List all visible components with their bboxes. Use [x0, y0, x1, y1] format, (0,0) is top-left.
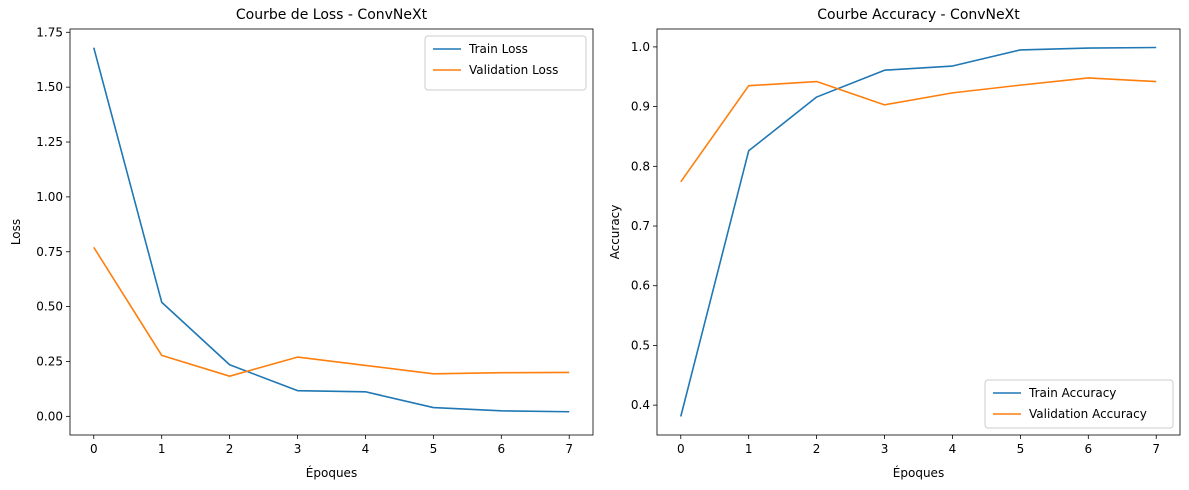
loss-legend-label-1: Validation Loss	[469, 63, 558, 77]
loss-x-tick-label: 1	[158, 442, 166, 456]
accuracy-y-tick-label: 0.4	[631, 398, 650, 412]
accuracy-x-tick-label: 6	[1084, 442, 1092, 456]
loss-y-axis-label: Loss	[9, 219, 23, 245]
loss-x-tick-label: 0	[90, 442, 98, 456]
accuracy-y-tick-label: 1.0	[631, 40, 650, 54]
loss-x-tick-label: 2	[226, 442, 234, 456]
loss-x-axis-label: Époques	[306, 465, 357, 480]
accuracy-x-tick-label: 5	[1017, 442, 1025, 456]
accuracy-y-tick-label: 0.7	[631, 219, 650, 233]
loss-series-line-0	[92, 47, 570, 413]
accuracy-x-tick-label: 3	[881, 442, 889, 456]
loss-axes-frame	[69, 28, 594, 436]
loss-legend: Train Loss Validation Loss	[424, 35, 587, 91]
accuracy-x-tick-label: 1	[745, 442, 753, 456]
accuracy-x-axis-label: Époques	[893, 465, 944, 480]
loss-series-line-1	[93, 246, 570, 377]
loss-y-tick-label: 1.75	[36, 25, 63, 39]
accuracy-chart-title: Courbe Accuracy - ConvNeXt	[817, 7, 1020, 23]
loss-x-tick-label: 4	[362, 442, 370, 456]
accuracy-x-tick-label: 7	[1152, 442, 1160, 456]
accuracy-y-tick-label: 0.6	[631, 279, 650, 293]
loss-x-tick-label: 7	[565, 442, 573, 456]
loss-x-tick-label: 6	[497, 442, 505, 456]
loss-y-tick-label: 0.25	[36, 354, 63, 368]
accuracy-series-line-0	[679, 46, 1157, 417]
accuracy-legend-label-0: Train Accuracy	[1028, 386, 1116, 400]
accuracy-y-tick-label: 0.5	[631, 338, 650, 352]
accuracy-x-tick-label: 2	[813, 442, 821, 456]
loss-y-tick-label: 1.50	[36, 80, 63, 94]
loss-y-tick-label: 0.00	[36, 409, 63, 423]
accuracy-x-tick-label: 0	[677, 442, 685, 456]
loss-chart-title: Courbe de Loss - ConvNeXt	[236, 7, 428, 23]
loss-chart-panel: 0 1 2 3 4 5 6 7 0.00 0.25 0.50 0.75 1.00 1.25 1.50 1.75…	[9, 7, 594, 480]
accuracy-y-tick-label: 0.8	[631, 159, 650, 173]
loss-x-tick-label: 3	[294, 442, 302, 456]
accuracy-legend: Train Accuracy Validation Accuracy	[984, 379, 1174, 429]
accuracy-legend-box	[984, 379, 1174, 429]
accuracy-x-tick-label: 4	[949, 442, 957, 456]
loss-legend-box	[424, 35, 587, 91]
loss-x-tick-label: 5	[430, 442, 438, 456]
accuracy-chart-panel: 0 1 2 3 4 5 6 7 0.4 0.5 0.6 0.7 0.8 0.9 1.0 Courbe Accu…	[608, 7, 1181, 480]
accuracy-axes-frame	[656, 28, 1181, 436]
loss-y-tick-label: 1.25	[36, 135, 63, 149]
accuracy-legend-label-1: Validation Accuracy	[1029, 407, 1147, 421]
accuracy-series-line-1	[680, 77, 1157, 183]
accuracy-y-axis-label: Accuracy	[608, 205, 622, 260]
accuracy-y-tick-label: 0.9	[631, 100, 650, 114]
loss-y-tick-label: 1.00	[36, 190, 63, 204]
loss-legend-label-0: Train Loss	[468, 42, 528, 56]
loss-y-tick-label: 0.50	[36, 300, 63, 314]
loss-y-tick-label: 0.75	[36, 245, 63, 259]
